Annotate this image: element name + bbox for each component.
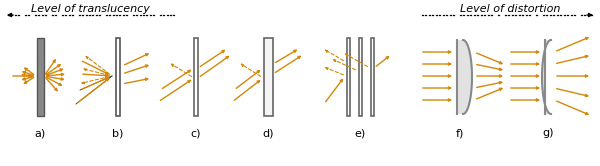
Text: c): c) bbox=[191, 128, 201, 138]
Polygon shape bbox=[542, 40, 551, 114]
Polygon shape bbox=[457, 40, 472, 114]
Text: a): a) bbox=[34, 128, 46, 138]
Text: Level of distortion: Level of distortion bbox=[460, 4, 560, 14]
Polygon shape bbox=[347, 38, 349, 116]
Polygon shape bbox=[194, 38, 198, 116]
Text: d): d) bbox=[262, 128, 274, 138]
Polygon shape bbox=[263, 38, 272, 116]
Text: f): f) bbox=[456, 128, 464, 138]
Polygon shape bbox=[359, 38, 361, 116]
Polygon shape bbox=[37, 38, 44, 116]
Text: g): g) bbox=[542, 128, 554, 138]
Text: Level of translucency: Level of translucency bbox=[31, 4, 149, 14]
Text: b): b) bbox=[112, 128, 124, 138]
Polygon shape bbox=[116, 38, 120, 116]
Polygon shape bbox=[371, 38, 373, 116]
Text: e): e) bbox=[355, 128, 365, 138]
